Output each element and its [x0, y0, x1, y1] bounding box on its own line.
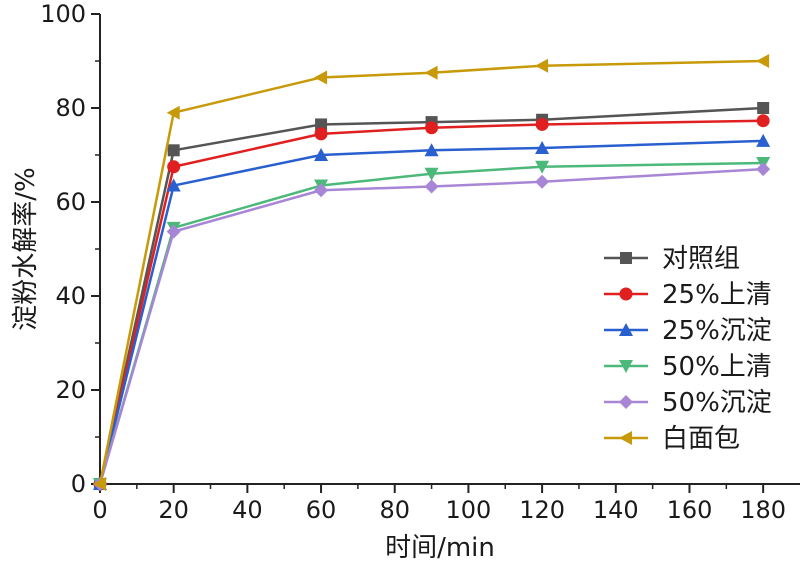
legend-item-6: 白面包	[604, 424, 740, 454]
data-point	[314, 148, 329, 161]
data-point	[166, 224, 181, 239]
y-axis-title: 淀粉水解率/%	[11, 167, 41, 330]
x-tick-label: 80	[379, 496, 410, 524]
y-tick-label: 60	[55, 188, 86, 216]
data-point	[424, 179, 439, 194]
data-point	[535, 160, 550, 174]
y-tick-label: 40	[55, 282, 86, 310]
x-tick-label: 140	[593, 496, 639, 524]
legend-label: 25%上清	[662, 280, 772, 310]
legend-label: 白面包	[662, 424, 740, 454]
x-axis-title: 时间/min	[385, 533, 495, 563]
legend-item-3: 25%沉淀	[604, 316, 772, 346]
legend-marker	[619, 395, 633, 409]
legend-item-4: 50%上清	[604, 352, 772, 382]
legend-marker	[620, 252, 632, 264]
series-2	[93, 114, 770, 491]
y-tick-label: 100	[40, 0, 86, 28]
axes: 0 20 40 60 80 100 120 140 160 180 0 20 40 60 80 100	[40, 0, 800, 524]
data-point	[535, 140, 550, 154]
legend-label: 50%沉淀	[662, 388, 772, 418]
data-point	[535, 174, 550, 189]
series-line	[98, 106, 764, 485]
series-line	[98, 139, 764, 485]
data-point	[425, 121, 439, 135]
data-point	[424, 167, 439, 181]
data-point	[756, 162, 771, 177]
data-point	[314, 183, 329, 198]
legend-marker	[619, 431, 632, 445]
legend-label: 25%沉淀	[662, 316, 772, 346]
series-layer	[93, 54, 771, 491]
legend-item-1: 对照组	[604, 244, 740, 274]
data-point	[756, 133, 771, 147]
data-point	[535, 117, 549, 131]
data-point	[93, 477, 106, 491]
legend-item-2: 25%上清	[604, 280, 772, 310]
series-line	[98, 167, 764, 485]
y-tick-label: 0	[71, 470, 86, 498]
x-tick-label: 120	[519, 496, 565, 524]
data-point	[314, 70, 328, 85]
x-tick-label: 40	[232, 496, 263, 524]
data-point	[167, 144, 180, 157]
legend-item-5: 50%沉淀	[604, 388, 772, 418]
data-point	[166, 105, 180, 120]
series-6	[93, 54, 770, 491]
y-tick-label: 20	[55, 376, 86, 404]
x-tick-label: 20	[158, 496, 189, 524]
data-point	[167, 160, 181, 174]
legend-marker	[619, 323, 633, 336]
x-tick-label: 180	[740, 496, 786, 524]
data-point	[756, 54, 770, 68]
y-tick-label: 80	[55, 94, 86, 122]
data-point	[314, 127, 328, 141]
data-point	[424, 65, 438, 80]
data-point	[756, 114, 770, 128]
data-point	[535, 58, 549, 73]
legend-marker	[619, 287, 633, 301]
legend-marker	[619, 360, 633, 373]
x-tick-label: 0	[92, 496, 107, 524]
data-point	[424, 143, 439, 157]
legend-label: 对照组	[662, 244, 740, 274]
x-tick-label: 60	[306, 496, 337, 524]
series-line	[98, 59, 764, 485]
x-tick-label: 100	[446, 496, 492, 524]
data-point	[166, 178, 181, 192]
x-tick-label: 160	[667, 496, 713, 524]
legend-label: 50%上清	[662, 352, 772, 382]
data-point	[757, 102, 770, 114]
data-point	[315, 118, 328, 131]
series-line	[98, 119, 764, 485]
